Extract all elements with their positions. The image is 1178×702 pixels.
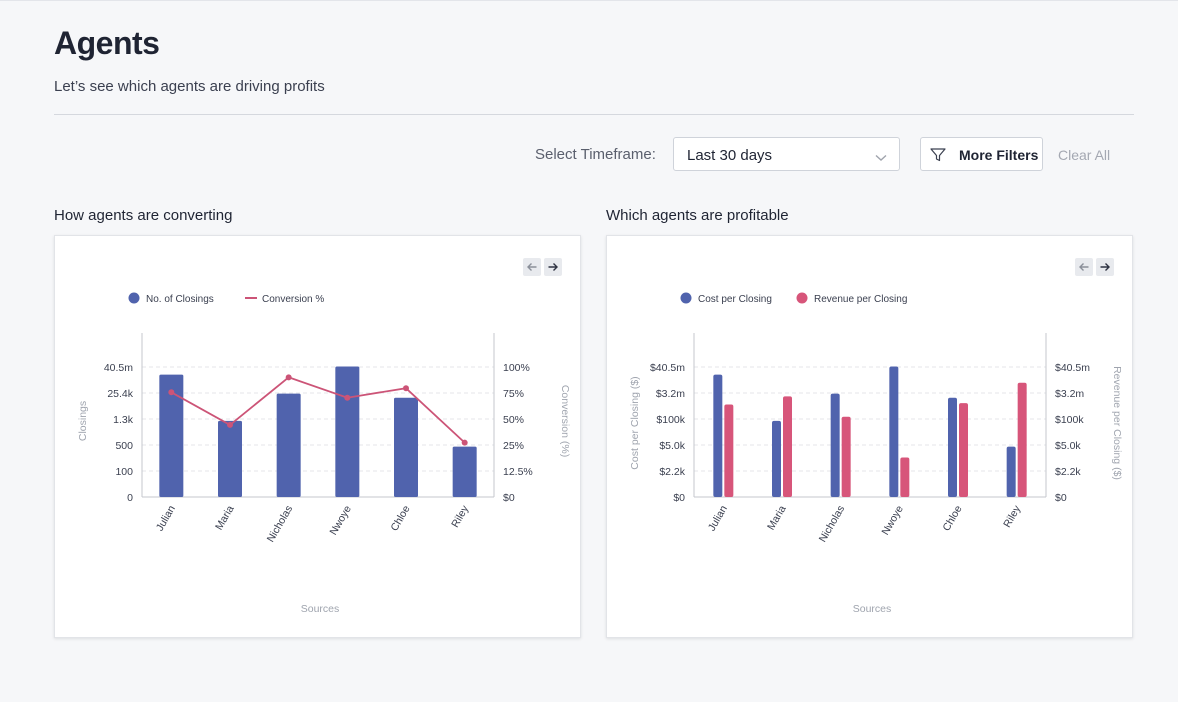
chevron-down-icon [875, 149, 887, 167]
legend-swatch-closings [128, 292, 140, 304]
point-conversion [461, 439, 468, 446]
y-right-tick-label: $40.5m [1055, 362, 1090, 374]
chart-prev-button[interactable] [523, 258, 541, 276]
arrow-right-icon [548, 263, 558, 271]
x-axis-title: Sources [853, 603, 892, 615]
y-left-tick-label: $2.2k [659, 466, 685, 478]
filter-icon [930, 148, 946, 167]
y-left-tick-label: $3.2m [656, 388, 685, 400]
more-filters-label: More Filters [959, 147, 1039, 163]
chart-prev-button[interactable] [1075, 258, 1093, 276]
x-tick-label: Nicholas [817, 504, 848, 545]
y-right-tick-label: 50% [503, 414, 524, 426]
point-conversion [344, 394, 351, 401]
timeframe-select[interactable]: Last 30 days [673, 137, 900, 171]
y-left-tick-label: 0 [127, 492, 133, 504]
x-tick-label: Julian [706, 503, 730, 533]
point-conversion [168, 389, 175, 396]
y-left-tick-label: 100 [115, 466, 133, 478]
clear-all-link[interactable]: Clear All [1058, 147, 1111, 163]
profitable-section-title: Which agents are profitable [606, 207, 789, 224]
bar-cost [1006, 446, 1016, 497]
arrow-left-icon [1079, 263, 1089, 271]
arrow-left-icon [527, 263, 537, 271]
y-right-tick-label: $0 [503, 492, 515, 504]
profitable-chart: Cost per Closing Revenue per Closing $0 $2.… [629, 292, 1123, 615]
legend-label: No. of Closings [146, 294, 214, 305]
bar-closings [159, 374, 184, 497]
bar-cost [713, 374, 723, 497]
x-tick-label: Riley [1001, 503, 1023, 530]
legend-label: Revenue per Closing [814, 294, 907, 305]
y-right-axis-title: Conversion (%) [559, 385, 571, 457]
bar-closings [394, 397, 418, 497]
legend-swatch-cost [680, 292, 692, 304]
arrow-right-icon [1100, 263, 1110, 271]
bar-cost [772, 420, 781, 497]
bar-cost [948, 397, 957, 497]
page-title: Agents [54, 25, 160, 61]
bar-cost [830, 393, 840, 497]
point-conversion [227, 421, 233, 428]
bar-revenue [900, 457, 910, 497]
y-left-axis-title: Closings [77, 401, 89, 441]
legend-label: Cost per Closing [698, 294, 772, 305]
header-divider [54, 114, 1134, 115]
line-conversion [170, 376, 466, 444]
x-tick-label: Nwoye [327, 503, 354, 537]
more-filters-button[interactable]: More Filters [920, 137, 1043, 171]
bar-closings [335, 366, 360, 497]
timeframe-label: Select Timeframe: [535, 146, 656, 163]
y-right-tick-label: $100k [1055, 414, 1084, 426]
converting-chart-card: No. of Closings Conversion % 0 100 500 1.3k 25… [54, 235, 581, 638]
y-right-tick-label: 75% [503, 388, 524, 400]
x-tick-label: Riley [449, 503, 471, 530]
y-right-tick-label: $3.2m [1055, 388, 1084, 400]
y-right-axis-title: Revenue per Closing ($) [1111, 366, 1123, 480]
legend-label: Conversion % [262, 294, 324, 305]
x-tick-label: Maria [765, 503, 789, 532]
y-left-tick-label: 25.4k [107, 388, 133, 400]
chart-next-button[interactable] [544, 258, 562, 276]
y-right-tick-label: 25% [503, 440, 524, 452]
page-subtitle: Let’s see which agents are driving profi… [54, 78, 325, 95]
x-axis-title: Sources [301, 603, 340, 615]
bar-revenue [1017, 382, 1027, 497]
y-right-tick-label: 100% [503, 362, 530, 374]
x-tick-label: Julian [154, 503, 178, 533]
bar-closings [218, 420, 242, 497]
y-left-axis-title: Cost per Closing ($) [629, 376, 641, 469]
bar-revenue [783, 396, 792, 497]
y-left-tick-label: 1.3k [113, 414, 134, 426]
converting-section-title: How agents are converting [54, 207, 233, 224]
x-tick-label: Chloe [940, 503, 964, 533]
timeframe-value: Last 30 days [687, 147, 773, 164]
y-right-tick-label: $2.2k [1055, 466, 1081, 478]
point-conversion [403, 385, 409, 392]
y-right-tick-label: 12.5% [503, 466, 533, 478]
point-conversion [285, 374, 292, 381]
y-left-tick-label: $5.0k [659, 440, 685, 452]
bar-revenue [724, 404, 734, 497]
converting-chart: No. of Closings Conversion % 0 100 500 1.3k 25… [77, 292, 571, 615]
y-left-tick-label: 500 [115, 440, 133, 452]
bar-revenue [841, 416, 851, 497]
x-tick-label: Chloe [388, 503, 412, 533]
x-tick-label: Maria [213, 503, 237, 532]
legend-swatch-revenue [796, 292, 808, 304]
bar-cost [889, 366, 899, 497]
y-left-tick-label: 40.5m [104, 362, 133, 374]
x-tick-label: Nicholas [265, 504, 296, 545]
x-tick-label: Nwoye [879, 503, 906, 537]
bar-revenue [959, 403, 968, 497]
chart-next-button[interactable] [1096, 258, 1114, 276]
y-right-tick-label: $0 [1055, 492, 1067, 504]
bar-closings [452, 446, 477, 497]
y-right-tick-label: $5.0k [1055, 440, 1081, 452]
y-left-tick-label: $0 [673, 492, 685, 504]
y-left-tick-label: $40.5m [650, 362, 685, 374]
profitable-chart-card: Cost per Closing Revenue per Closing $0 $2.… [606, 235, 1133, 638]
y-left-tick-label: $100k [656, 414, 685, 426]
bar-closings [276, 393, 301, 497]
